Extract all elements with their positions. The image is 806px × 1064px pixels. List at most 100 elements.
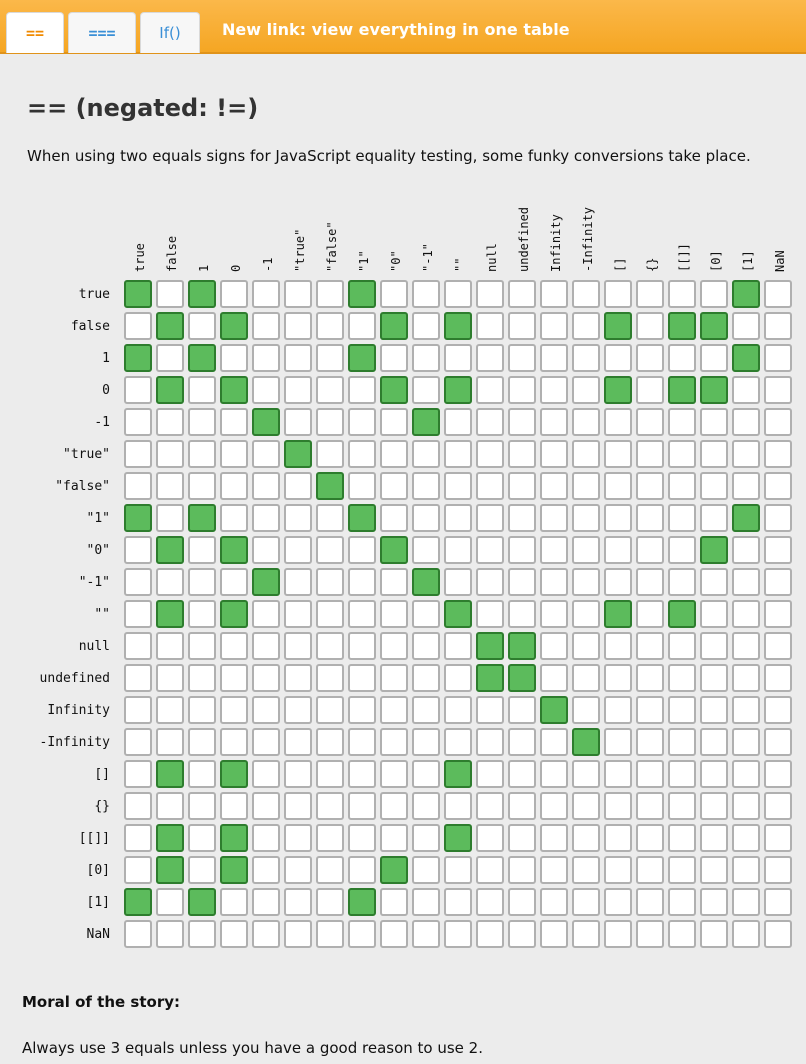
equal-cell[interactable] [700, 536, 728, 564]
not-equal-cell[interactable] [732, 888, 760, 916]
not-equal-cell[interactable] [476, 440, 504, 468]
not-equal-cell[interactable] [316, 824, 344, 852]
not-equal-cell[interactable] [316, 312, 344, 340]
not-equal-cell[interactable] [284, 536, 312, 564]
not-equal-cell[interactable] [604, 440, 632, 468]
not-equal-cell[interactable] [444, 568, 472, 596]
equal-cell[interactable] [380, 376, 408, 404]
not-equal-cell[interactable] [252, 696, 280, 724]
not-equal-cell[interactable] [604, 760, 632, 788]
not-equal-cell[interactable] [668, 824, 696, 852]
not-equal-cell[interactable] [668, 536, 696, 564]
equal-cell[interactable] [380, 536, 408, 564]
equal-cell[interactable] [156, 536, 184, 564]
not-equal-cell[interactable] [636, 728, 664, 756]
not-equal-cell[interactable] [284, 312, 312, 340]
not-equal-cell[interactable] [508, 440, 536, 468]
not-equal-cell[interactable] [220, 280, 248, 308]
not-equal-cell[interactable] [220, 632, 248, 660]
not-equal-cell[interactable] [188, 472, 216, 500]
not-equal-cell[interactable] [284, 280, 312, 308]
not-equal-cell[interactable] [540, 280, 568, 308]
not-equal-cell[interactable] [764, 600, 792, 628]
not-equal-cell[interactable] [604, 632, 632, 660]
not-equal-cell[interactable] [700, 728, 728, 756]
not-equal-cell[interactable] [156, 792, 184, 820]
not-equal-cell[interactable] [700, 472, 728, 500]
not-equal-cell[interactable] [380, 472, 408, 500]
not-equal-cell[interactable] [540, 376, 568, 404]
not-equal-cell[interactable] [348, 312, 376, 340]
not-equal-cell[interactable] [412, 280, 440, 308]
equal-cell[interactable] [220, 376, 248, 404]
not-equal-cell[interactable] [284, 568, 312, 596]
not-equal-cell[interactable] [380, 696, 408, 724]
equal-cell[interactable] [156, 856, 184, 884]
not-equal-cell[interactable] [284, 760, 312, 788]
not-equal-cell[interactable] [444, 280, 472, 308]
not-equal-cell[interactable] [412, 664, 440, 692]
not-equal-cell[interactable] [764, 344, 792, 372]
not-equal-cell[interactable] [284, 600, 312, 628]
not-equal-cell[interactable] [508, 824, 536, 852]
not-equal-cell[interactable] [764, 280, 792, 308]
not-equal-cell[interactable] [764, 728, 792, 756]
not-equal-cell[interactable] [380, 600, 408, 628]
not-equal-cell[interactable] [508, 280, 536, 308]
not-equal-cell[interactable] [252, 632, 280, 660]
not-equal-cell[interactable] [604, 408, 632, 436]
not-equal-cell[interactable] [124, 568, 152, 596]
not-equal-cell[interactable] [380, 440, 408, 468]
not-equal-cell[interactable] [476, 312, 504, 340]
not-equal-cell[interactable] [316, 504, 344, 532]
equal-cell[interactable] [220, 760, 248, 788]
not-equal-cell[interactable] [636, 312, 664, 340]
not-equal-cell[interactable] [508, 504, 536, 532]
not-equal-cell[interactable] [412, 344, 440, 372]
not-equal-cell[interactable] [636, 280, 664, 308]
not-equal-cell[interactable] [572, 920, 600, 948]
not-equal-cell[interactable] [668, 856, 696, 884]
not-equal-cell[interactable] [732, 696, 760, 724]
not-equal-cell[interactable] [252, 664, 280, 692]
not-equal-cell[interactable] [412, 888, 440, 916]
not-equal-cell[interactable] [732, 376, 760, 404]
not-equal-cell[interactable] [636, 792, 664, 820]
not-equal-cell[interactable] [188, 536, 216, 564]
equal-cell[interactable] [348, 504, 376, 532]
equal-cell[interactable] [668, 376, 696, 404]
equal-cell[interactable] [156, 376, 184, 404]
equal-cell[interactable] [732, 344, 760, 372]
not-equal-cell[interactable] [124, 408, 152, 436]
not-equal-cell[interactable] [540, 728, 568, 756]
not-equal-cell[interactable] [700, 568, 728, 596]
not-equal-cell[interactable] [412, 792, 440, 820]
not-equal-cell[interactable] [476, 408, 504, 436]
equal-cell[interactable] [572, 728, 600, 756]
not-equal-cell[interactable] [508, 920, 536, 948]
not-equal-cell[interactable] [540, 536, 568, 564]
not-equal-cell[interactable] [412, 312, 440, 340]
equal-cell[interactable] [668, 312, 696, 340]
not-equal-cell[interactable] [380, 792, 408, 820]
not-equal-cell[interactable] [764, 504, 792, 532]
equal-cell[interactable] [508, 632, 536, 660]
not-equal-cell[interactable] [732, 920, 760, 948]
not-equal-cell[interactable] [316, 856, 344, 884]
equal-cell[interactable] [252, 408, 280, 436]
not-equal-cell[interactable] [476, 888, 504, 916]
not-equal-cell[interactable] [124, 632, 152, 660]
not-equal-cell[interactable] [316, 920, 344, 948]
not-equal-cell[interactable] [476, 856, 504, 884]
not-equal-cell[interactable] [284, 344, 312, 372]
not-equal-cell[interactable] [124, 536, 152, 564]
not-equal-cell[interactable] [412, 760, 440, 788]
not-equal-cell[interactable] [700, 920, 728, 948]
not-equal-cell[interactable] [508, 888, 536, 916]
not-equal-cell[interactable] [284, 376, 312, 404]
not-equal-cell[interactable] [572, 568, 600, 596]
not-equal-cell[interactable] [540, 760, 568, 788]
not-equal-cell[interactable] [316, 728, 344, 756]
not-equal-cell[interactable] [508, 568, 536, 596]
not-equal-cell[interactable] [540, 792, 568, 820]
